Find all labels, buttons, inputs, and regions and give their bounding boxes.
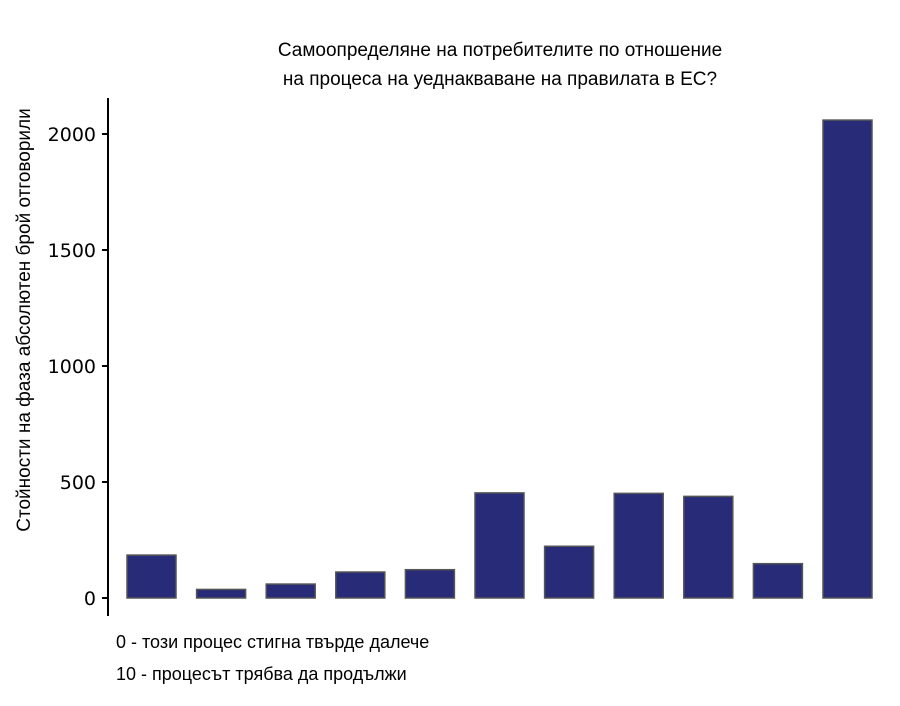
chart-title: Самоопределяне на потребителите по отнош… xyxy=(120,36,880,94)
bar-5 xyxy=(474,492,525,599)
bar-2 xyxy=(265,583,316,599)
chart-title-line-2: на процеса на уеднакваване на правилата … xyxy=(282,69,718,90)
scale-note-max: 10 - процесът трябва да продължи xyxy=(116,664,407,684)
bar-6 xyxy=(543,545,595,599)
bar-8 xyxy=(683,495,734,599)
scale-note-min: 0 - този процес стигна твърде далече xyxy=(116,632,430,652)
bar-7 xyxy=(613,492,664,599)
bar-9 xyxy=(752,562,804,599)
y-tick-label: 1500 xyxy=(48,240,96,262)
y-tick-label: 0 xyxy=(84,588,96,610)
bar-10 xyxy=(822,119,873,599)
y-tick-label: 500 xyxy=(60,472,96,494)
bar-1 xyxy=(195,588,247,599)
bar-3 xyxy=(335,571,386,599)
bar-4 xyxy=(404,568,456,599)
y-tick-label: 1000 xyxy=(48,356,96,378)
y-tick-label: 2000 xyxy=(48,124,96,146)
bar-0 xyxy=(126,554,177,599)
y-axis-label: Стойности на фаза абсолютен брой отговор… xyxy=(14,108,35,531)
chart-title-line-1: Самоопределяне на потребителите по отнош… xyxy=(277,40,723,61)
